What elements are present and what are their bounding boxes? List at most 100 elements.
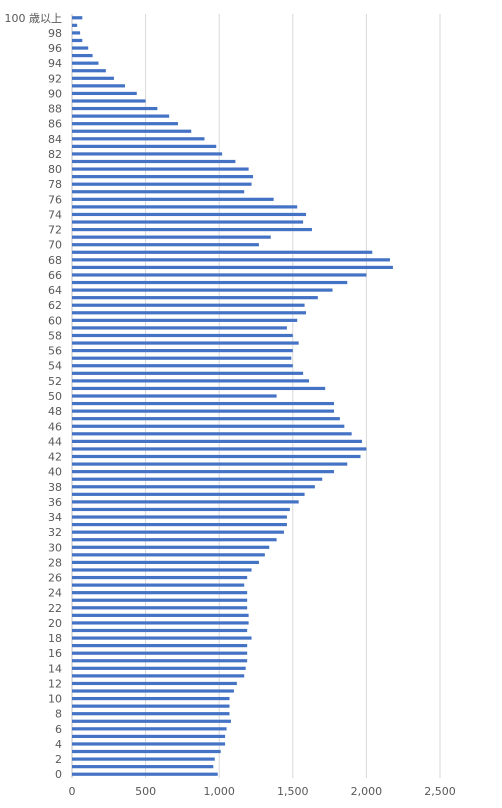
bar-age-5: [72, 734, 226, 738]
bar-age-36: [72, 500, 299, 504]
bar-age-84: [72, 137, 205, 141]
bar-age-89: [72, 99, 146, 103]
x-tick-label: 0: [69, 785, 76, 798]
bar-age-29: [72, 553, 265, 557]
bar-age-91: [72, 84, 125, 88]
y-tick-label: 92: [48, 72, 62, 85]
bar-age-55: [72, 356, 292, 360]
bar-age-68: [72, 258, 390, 262]
bar-age-81: [72, 159, 236, 164]
bar-age-15: [72, 659, 248, 663]
y-tick-label: 52: [48, 375, 62, 388]
bar-age-76: [72, 197, 274, 201]
y-tick-label: 44: [48, 435, 62, 448]
bar-age-48: [72, 409, 335, 413]
bar-age-87: [72, 114, 170, 118]
y-tick-label: 14: [48, 662, 62, 675]
bar-age-100 歳以上: [72, 16, 83, 20]
bar-age-9: [72, 704, 230, 708]
bar-age-56: [72, 349, 293, 353]
bar-age-1: [72, 765, 214, 769]
y-tick-label: 58: [48, 329, 62, 342]
bar-age-37: [72, 492, 305, 496]
bar-age-94: [72, 61, 99, 65]
y-tick-label: 66: [48, 269, 62, 282]
y-tick-label: 26: [48, 572, 62, 585]
bar-age-95: [72, 54, 93, 58]
x-tick-label: 1,500: [277, 785, 309, 798]
bar-age-63: [72, 296, 318, 300]
y-tick-label: 22: [48, 602, 62, 615]
y-tick-label: 10: [48, 693, 62, 706]
bar-age-44: [72, 439, 362, 443]
bar-age-39: [72, 477, 323, 481]
bar-age-90: [72, 91, 137, 96]
y-tick-label: 32: [48, 526, 62, 539]
bar-age-66: [72, 273, 367, 277]
bar-age-97: [72, 38, 83, 43]
bar-age-31: [72, 538, 277, 542]
bar-age-98: [72, 31, 81, 35]
bar-age-6: [72, 727, 227, 731]
bar-age-83: [72, 144, 217, 148]
bar-age-77: [72, 190, 245, 194]
bar-age-30: [72, 545, 270, 549]
y-tick-label: 98: [48, 27, 62, 40]
bar-age-14: [72, 666, 246, 670]
y-tick-label: 62: [48, 299, 62, 312]
y-tick-label: 56: [48, 345, 62, 358]
bar-age-67: [72, 265, 393, 270]
y-tick-label: 6: [55, 723, 62, 736]
y-tick-label: 88: [48, 103, 62, 116]
bar-age-13: [72, 674, 245, 678]
bar-age-0: [72, 772, 218, 776]
y-tick-label: 50: [48, 390, 62, 403]
y-tick-label: 12: [48, 677, 62, 690]
y-tick-label: 24: [48, 587, 62, 600]
bar-age-25: [72, 583, 245, 587]
bar-age-24: [72, 591, 248, 595]
bar-age-12: [72, 681, 237, 686]
y-tick-label: 76: [48, 193, 62, 206]
bar-age-34: [72, 515, 287, 519]
bar-age-49: [72, 401, 335, 406]
y-tick-label: 86: [48, 118, 62, 131]
bar-age-64: [72, 288, 333, 292]
bar-age-32: [72, 530, 284, 534]
bar-age-65: [72, 280, 348, 285]
bar-age-72: [72, 227, 312, 232]
bar-age-69: [72, 250, 373, 254]
bar-age-45: [72, 432, 352, 436]
bar-age-75: [72, 205, 298, 209]
y-tick-label: 30: [48, 541, 62, 554]
x-axis-tick-labels: 0 500 1,000 1,500 2,000 2,500: [69, 785, 456, 798]
bar-age-58: [72, 333, 293, 338]
bar-age-74: [72, 212, 307, 217]
y-tick-label: 60: [48, 314, 62, 327]
y-tick-label: 74: [48, 208, 62, 221]
y-tick-label: 38: [48, 481, 62, 494]
x-tick-label: 2,000: [351, 785, 383, 798]
bar-age-59: [72, 326, 287, 330]
y-tick-label: 18: [48, 632, 62, 645]
y-tick-label: 4: [55, 738, 62, 751]
bar-age-47: [72, 417, 340, 421]
bar-age-27: [72, 568, 252, 572]
bar-age-35: [72, 507, 290, 512]
bar-age-4: [72, 742, 226, 746]
y-tick-label: 34: [48, 511, 62, 524]
bar-age-85: [72, 129, 192, 133]
bar-age-54: [72, 364, 293, 368]
y-tick-label: 36: [48, 496, 62, 509]
y-tick-label: 54: [48, 360, 62, 373]
bar-age-50: [72, 394, 277, 398]
bar-age-40: [72, 470, 335, 474]
bar-age-23: [72, 598, 248, 602]
y-tick-label: 20: [48, 617, 62, 630]
bar-age-78: [72, 182, 252, 186]
bar-age-71: [72, 235, 271, 239]
bar-age-51: [72, 386, 326, 391]
y-tick-label: 2: [55, 753, 62, 766]
bar-age-16: [72, 651, 248, 655]
bar-age-2: [72, 757, 215, 761]
